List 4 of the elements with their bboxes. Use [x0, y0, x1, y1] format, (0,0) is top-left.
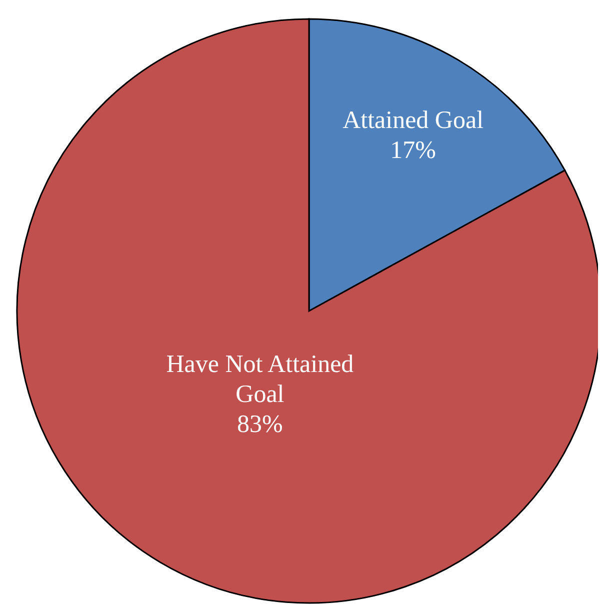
data-label: 83% [237, 410, 283, 438]
slice-label: Have Not Attained Goal [166, 350, 354, 408]
data-label: 17% [390, 136, 436, 164]
slice-label: Attained Goal [342, 106, 484, 134]
